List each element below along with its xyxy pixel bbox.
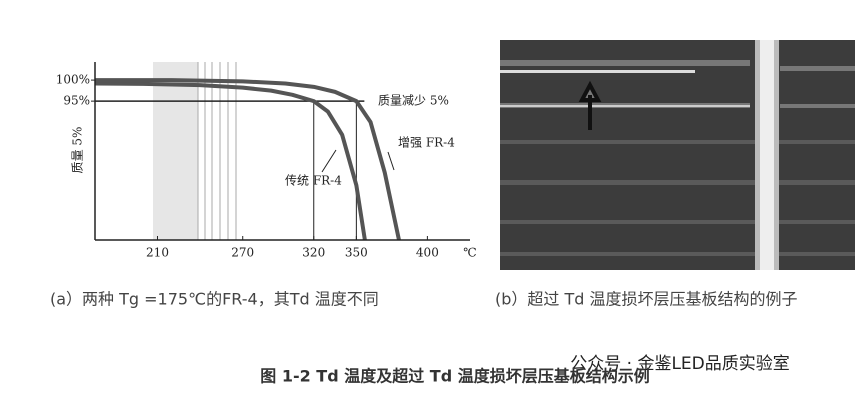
figure-caption: 图 1-2 Td 温度及超过 Td 温度损坏层压基板结构示例 xyxy=(260,367,650,386)
series-label: 增强 FR-4 xyxy=(398,136,455,150)
x-tick-label: 210 xyxy=(146,246,169,260)
x-tick-label: 400 xyxy=(416,246,439,260)
region-lines xyxy=(197,62,237,240)
line xyxy=(95,78,401,241)
caption-a: (a）两种 Tg =175℃的FR-4，其Td 温度不同 xyxy=(50,290,379,309)
photo xyxy=(500,40,855,270)
x-unit: ℃ xyxy=(463,246,476,260)
x-tick-label: 350 xyxy=(345,246,368,260)
x-tick-label: 270 xyxy=(231,246,254,260)
annotation: 质量减少 5% xyxy=(378,94,449,108)
series-label: 传统 FR-4 xyxy=(285,173,342,188)
y-tick-label: 100% xyxy=(56,73,90,87)
shade xyxy=(153,62,198,240)
y-label: 质量 5% xyxy=(71,127,85,174)
leader xyxy=(387,151,395,171)
line xyxy=(94,81,367,241)
leader xyxy=(321,149,337,173)
caption-b: (b）超过 Td 温度损坏层压基板结构的例子 xyxy=(495,290,798,309)
x-tick-label: 320 xyxy=(302,246,325,260)
watermark: 公众号 · 金鉴LED品质实验室 xyxy=(570,354,790,374)
y-tick-label: 95% xyxy=(63,94,90,108)
